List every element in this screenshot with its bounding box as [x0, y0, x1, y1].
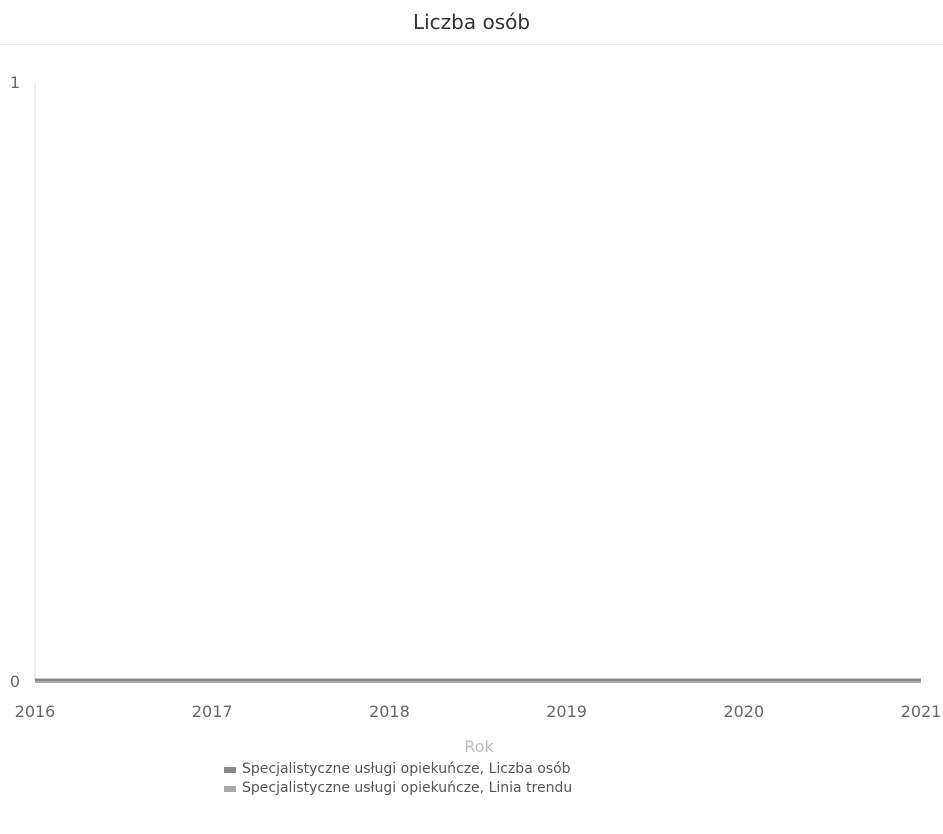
- y-tick-label: 1: [10, 73, 20, 92]
- x-tick-label: 2018: [369, 702, 410, 721]
- legend-swatch: [224, 766, 236, 773]
- legend-label: Specjalistyczne usługi opiekuńcze, Linia…: [242, 780, 573, 796]
- legend-swatch: [224, 785, 236, 792]
- legend-label: Specjalistyczne usługi opiekuńcze, Liczb…: [242, 761, 571, 777]
- x-axis-label: Rok: [464, 737, 494, 756]
- legend: Specjalistyczne usługi opiekuńcze, Liczb…: [224, 760, 572, 798]
- x-tick-label: 2017: [192, 702, 233, 721]
- legend-item[interactable]: Specjalistyczne usługi opiekuńcze, Linia…: [224, 779, 572, 798]
- chart-ticks: 2016 2017 2018 2019 2020 2021 0 1: [10, 73, 942, 721]
- title-divider: [0, 44, 943, 45]
- chart-series: [35, 678, 921, 683]
- x-tick-label: 2021: [901, 702, 942, 721]
- y-tick-label: 0: [10, 672, 20, 691]
- x-tick-label: 2020: [723, 702, 764, 721]
- x-tick-label: 2019: [546, 702, 587, 721]
- x-tick-label: 2016: [15, 702, 56, 721]
- legend-item[interactable]: Specjalistyczne usługi opiekuńcze, Liczb…: [224, 760, 572, 779]
- chart-title: Liczba osób: [412, 10, 531, 34]
